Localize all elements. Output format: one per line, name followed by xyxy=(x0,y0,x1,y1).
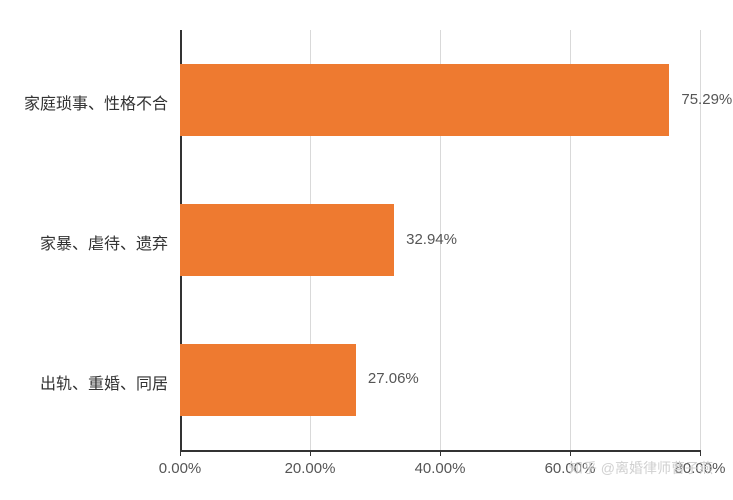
y-category-label: 家暴、虐待、遗弃 xyxy=(40,230,168,254)
x-tick xyxy=(570,450,571,456)
plot-area: 0.00%20.00%40.00%60.00%80.00%75.29%32.94… xyxy=(180,30,700,450)
bar xyxy=(180,344,356,416)
y-category-label: 出轨、重婚、同居 xyxy=(40,370,168,394)
x-tick xyxy=(700,450,701,456)
x-tick-label: 40.00% xyxy=(415,460,466,477)
x-tick-label: 80.00% xyxy=(675,460,726,477)
bar xyxy=(180,204,394,276)
x-tick xyxy=(440,450,441,456)
x-tick-label: 20.00% xyxy=(285,460,336,477)
x-tick-label: 0.00% xyxy=(159,460,202,477)
bar xyxy=(180,64,669,136)
y-category-label: 家庭琐事、性格不合 xyxy=(24,90,168,114)
x-tick xyxy=(310,450,311,456)
bar-value-label: 27.06% xyxy=(368,370,419,387)
x-tick-label: 60.00% xyxy=(545,460,596,477)
bar-value-label: 32.94% xyxy=(406,231,457,248)
x-tick xyxy=(180,450,181,456)
bar-value-label: 75.29% xyxy=(681,91,732,108)
